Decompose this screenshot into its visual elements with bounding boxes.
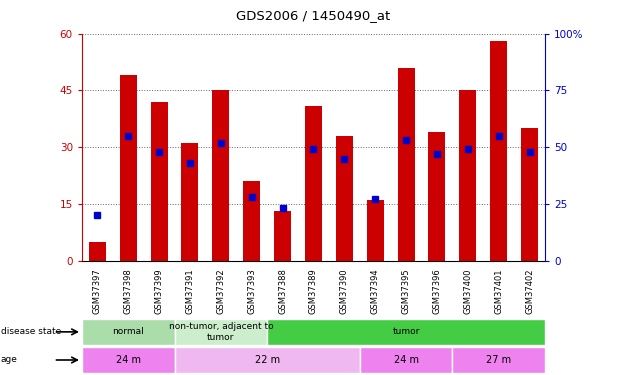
Text: GDS2006 / 1450490_at: GDS2006 / 1450490_at: [236, 9, 391, 22]
Bar: [89, 242, 106, 261]
Bar: [151, 102, 168, 261]
Text: tumor: tumor: [392, 327, 420, 336]
Bar: [120, 75, 137, 261]
Bar: [82, 347, 175, 373]
Text: 24 m: 24 m: [116, 355, 140, 365]
Bar: [82, 319, 175, 345]
Bar: [274, 211, 291, 261]
Text: non-tumor, adjacent to
tumor: non-tumor, adjacent to tumor: [168, 322, 273, 342]
Bar: [243, 181, 260, 261]
Text: disease state: disease state: [1, 327, 61, 336]
Bar: [367, 200, 384, 261]
Bar: [398, 68, 415, 261]
Bar: [305, 106, 322, 261]
Bar: [175, 347, 360, 373]
Text: 22 m: 22 m: [255, 355, 280, 365]
Bar: [521, 128, 538, 261]
Bar: [175, 319, 267, 345]
Bar: [452, 347, 545, 373]
Bar: [212, 90, 229, 261]
Text: normal: normal: [112, 327, 144, 336]
Bar: [181, 143, 198, 261]
Bar: [360, 347, 452, 373]
Text: 27 m: 27 m: [486, 355, 511, 365]
Bar: [428, 132, 445, 261]
Text: age: age: [1, 356, 18, 364]
Bar: [459, 90, 476, 261]
Text: 24 m: 24 m: [394, 355, 418, 365]
Bar: [490, 41, 507, 261]
Bar: [336, 136, 353, 261]
Bar: [267, 319, 545, 345]
